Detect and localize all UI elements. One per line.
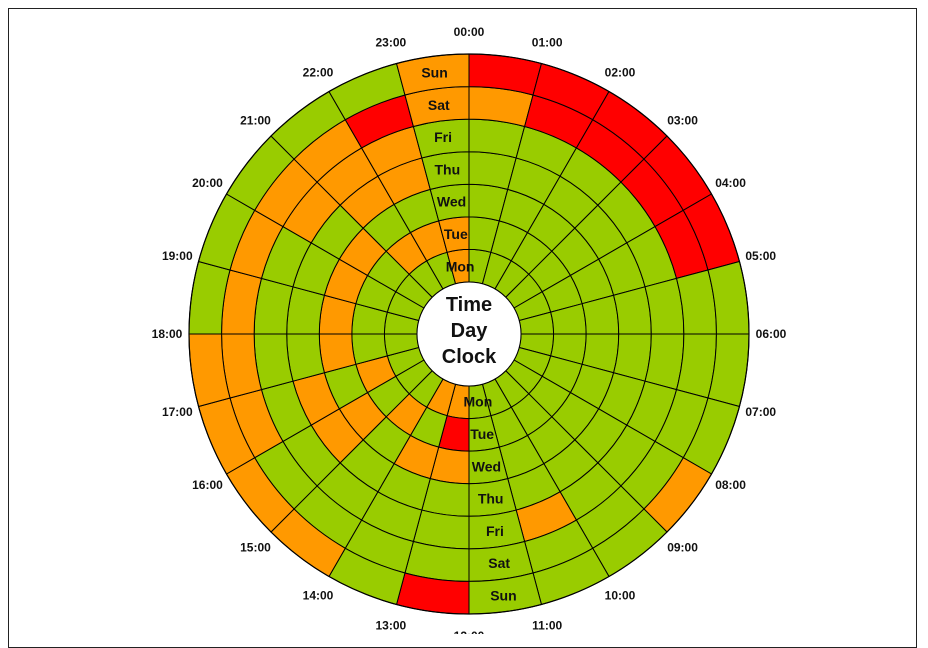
hour-label-1600: 16:00	[192, 478, 223, 492]
hour-label-1200: 12:00	[454, 629, 485, 634]
hour-label-0800: 08:00	[715, 478, 746, 492]
day-label-top-fri: Fri	[434, 129, 452, 145]
hour-label-1300: 13:00	[375, 619, 406, 633]
hour-label-0100: 01:00	[532, 35, 563, 49]
day-label-top-mon: Mon	[446, 258, 475, 274]
cell-thu-1700	[286, 333, 325, 382]
hour-label-0900: 09:00	[667, 541, 698, 555]
heatmap-cells	[188, 53, 750, 615]
day-label-bottom-mon: Mon	[464, 394, 493, 410]
hour-label-2100: 21:00	[240, 113, 271, 127]
hour-label-0400: 04:00	[715, 176, 746, 190]
day-label-bottom-sun: Sun	[490, 587, 516, 603]
hour-label-1400: 14:00	[303, 589, 334, 603]
hour-label-0500: 05:00	[745, 249, 776, 263]
cell-fri-0500	[644, 277, 685, 335]
hour-labels: 00:00 01:00 02:00 03:00 04:00 05:00 06:00 07:00…	[152, 25, 787, 634]
hour-label-1800: 18:00	[152, 327, 183, 341]
center-circle	[416, 281, 522, 387]
cell-thu-0500	[613, 286, 652, 335]
hour-label-1700: 17:00	[162, 405, 193, 419]
day-label-top-sun: Sun	[421, 65, 447, 81]
cell-fri-1200	[412, 509, 470, 550]
day-label-bottom-wed: Wed	[472, 458, 501, 474]
day-label-bottom-fri: Fri	[486, 523, 504, 539]
day-label-bottom-tue: Tue	[470, 426, 494, 442]
cell-fri-1700	[253, 333, 294, 391]
grid-lines	[188, 53, 750, 615]
day-labels: Mon Tue Wed Thu Fri Sat Sun Mon Tue Wed Thu Fri Sat S…	[421, 65, 516, 604]
hour-label-0200: 02:00	[605, 65, 636, 79]
center-title-line-1: Time	[446, 294, 492, 316]
center-title-line-2: Day	[451, 320, 489, 342]
day-label-top-sat: Sat	[428, 97, 450, 113]
hour-label-2300: 23:00	[375, 35, 406, 49]
outer-ring	[188, 53, 750, 615]
radial-clock-chart: Mon Tue Wed Thu Fri Sat Sun Mon Tue Wed Thu Fri Sat S…	[152, 25, 787, 634]
hour-label-2000: 20:00	[192, 176, 223, 190]
hour-label-0700: 07:00	[745, 405, 776, 419]
hour-label-1100: 11:00	[532, 619, 562, 633]
day-label-top-thu: Thu	[435, 161, 461, 177]
center-title-line-3: Clock	[442, 346, 497, 368]
hour-label-1500: 15:00	[240, 541, 271, 555]
hour-label-0000: 00:00	[454, 25, 485, 39]
cell-fri-0000	[468, 118, 526, 159]
cell-fri-1800	[253, 277, 294, 335]
cell-fri-0600	[644, 333, 685, 391]
hour-label-2200: 22:00	[303, 65, 334, 79]
hour-label-0300: 03:00	[667, 113, 698, 127]
day-label-top-tue: Tue	[444, 226, 468, 242]
day-label-bottom-sat: Sat	[488, 555, 510, 571]
day-label-bottom-thu: Thu	[478, 491, 504, 507]
day-label-top-wed: Wed	[437, 194, 466, 210]
hour-label-0600: 06:00	[756, 327, 787, 341]
hour-label-1900: 19:00	[162, 249, 193, 263]
hour-label-1000: 10:00	[605, 589, 636, 603]
